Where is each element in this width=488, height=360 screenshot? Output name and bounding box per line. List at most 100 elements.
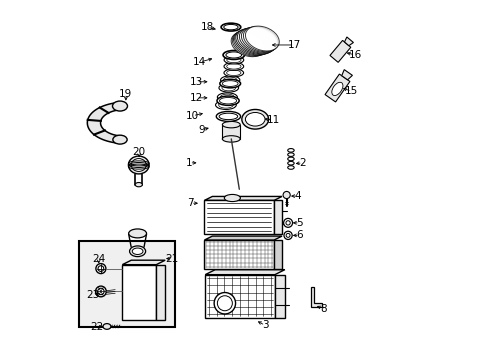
Ellipse shape [113, 135, 127, 144]
Text: 8: 8 [319, 303, 325, 314]
Ellipse shape [129, 246, 145, 257]
Ellipse shape [223, 50, 244, 59]
Text: 5: 5 [296, 218, 303, 228]
Ellipse shape [233, 30, 268, 55]
Text: 12: 12 [189, 93, 203, 103]
Text: 2: 2 [299, 158, 305, 168]
Text: 13: 13 [189, 77, 203, 87]
Ellipse shape [95, 286, 106, 297]
Ellipse shape [226, 57, 241, 63]
Polygon shape [274, 201, 282, 234]
Ellipse shape [232, 31, 266, 56]
Ellipse shape [217, 96, 239, 105]
Polygon shape [274, 240, 282, 269]
Text: 15: 15 [345, 86, 358, 96]
Polygon shape [310, 287, 322, 307]
Ellipse shape [216, 111, 240, 121]
Ellipse shape [224, 194, 240, 202]
Ellipse shape [245, 112, 264, 126]
Ellipse shape [128, 156, 149, 174]
Text: 9: 9 [198, 125, 204, 135]
Ellipse shape [285, 233, 289, 237]
Ellipse shape [214, 293, 235, 314]
Ellipse shape [241, 27, 276, 53]
Ellipse shape [222, 81, 238, 86]
Polygon shape [205, 270, 285, 275]
Ellipse shape [221, 23, 240, 31]
Polygon shape [122, 265, 156, 320]
Ellipse shape [128, 229, 146, 238]
Ellipse shape [331, 82, 342, 95]
Ellipse shape [219, 84, 238, 92]
Ellipse shape [103, 324, 111, 329]
Polygon shape [156, 265, 165, 320]
Ellipse shape [215, 100, 236, 109]
Text: 19: 19 [119, 89, 132, 99]
Ellipse shape [132, 248, 142, 255]
Ellipse shape [243, 27, 278, 52]
Ellipse shape [98, 266, 103, 271]
Ellipse shape [218, 102, 233, 108]
Polygon shape [325, 74, 349, 102]
Text: 11: 11 [266, 115, 279, 125]
Ellipse shape [224, 56, 243, 64]
Ellipse shape [222, 136, 240, 142]
Text: 16: 16 [348, 50, 361, 60]
Ellipse shape [220, 76, 240, 84]
Polygon shape [222, 125, 240, 139]
Ellipse shape [219, 98, 236, 104]
Ellipse shape [222, 85, 235, 91]
Ellipse shape [98, 288, 104, 295]
Ellipse shape [224, 69, 243, 77]
Ellipse shape [237, 28, 274, 54]
Polygon shape [204, 236, 282, 240]
Ellipse shape [219, 113, 237, 120]
Text: 1: 1 [186, 158, 192, 168]
Ellipse shape [112, 101, 127, 111]
Ellipse shape [225, 52, 241, 58]
Ellipse shape [131, 158, 146, 171]
Ellipse shape [226, 64, 241, 69]
Text: 6: 6 [296, 230, 303, 240]
Polygon shape [329, 40, 350, 62]
Ellipse shape [284, 231, 292, 239]
Text: 23: 23 [86, 290, 99, 300]
Ellipse shape [283, 219, 292, 227]
Text: 4: 4 [294, 191, 301, 201]
Text: 14: 14 [193, 57, 206, 67]
Polygon shape [80, 242, 175, 327]
Ellipse shape [135, 183, 142, 187]
Ellipse shape [283, 192, 290, 199]
Text: 20: 20 [132, 147, 145, 157]
Text: 24: 24 [92, 253, 105, 264]
Polygon shape [87, 103, 121, 143]
Text: 7: 7 [187, 198, 194, 208]
Ellipse shape [234, 30, 270, 55]
Ellipse shape [231, 32, 264, 57]
Ellipse shape [224, 63, 243, 70]
Polygon shape [274, 275, 285, 318]
Ellipse shape [235, 29, 272, 54]
Ellipse shape [220, 79, 240, 88]
Polygon shape [344, 37, 353, 46]
Text: 21: 21 [165, 253, 179, 264]
Ellipse shape [220, 94, 234, 100]
Text: 18: 18 [200, 22, 213, 32]
Ellipse shape [217, 296, 232, 311]
Polygon shape [205, 275, 274, 318]
Ellipse shape [96, 264, 106, 274]
Text: 10: 10 [186, 111, 199, 121]
Ellipse shape [245, 26, 279, 51]
Ellipse shape [242, 109, 268, 129]
Ellipse shape [285, 221, 290, 225]
Text: 17: 17 [287, 40, 301, 50]
Ellipse shape [223, 77, 237, 83]
Polygon shape [341, 69, 352, 80]
Ellipse shape [222, 121, 240, 128]
Ellipse shape [239, 28, 275, 53]
Ellipse shape [226, 70, 241, 76]
Polygon shape [204, 240, 274, 269]
Polygon shape [204, 197, 282, 201]
Text: 3: 3 [262, 320, 268, 330]
Polygon shape [122, 260, 165, 265]
